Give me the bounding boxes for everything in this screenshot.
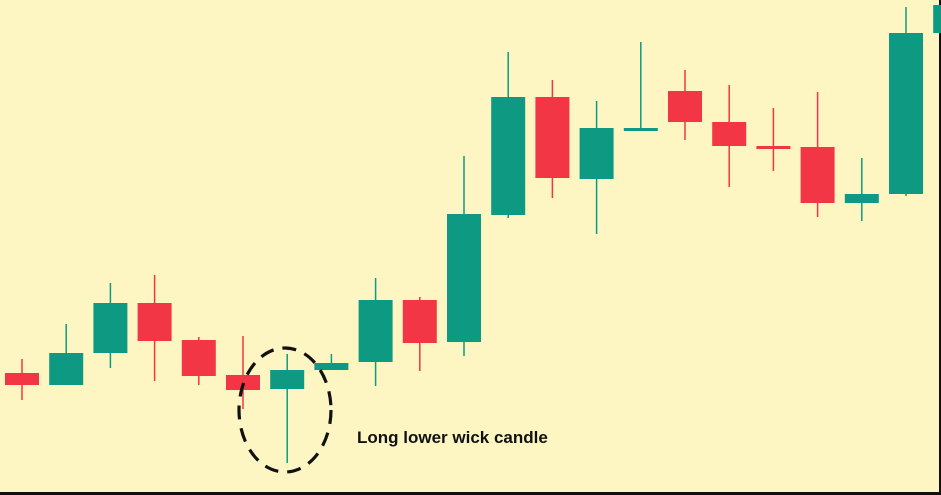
- candle: [226, 336, 260, 409]
- annotation-dashed-ellipse: [237, 346, 333, 474]
- annotation-label: Long lower wick candle: [357, 428, 548, 447]
- candle-body: [712, 122, 747, 146]
- candle-body: [535, 97, 570, 178]
- candle: [579, 101, 614, 234]
- candle: [623, 42, 658, 131]
- candle-body: [889, 33, 923, 194]
- candle: [49, 324, 84, 385]
- candle-body: [5, 373, 39, 385]
- candle: [270, 354, 305, 463]
- candle-body: [756, 146, 791, 149]
- candle-body: [137, 303, 172, 341]
- candle: [402, 297, 437, 371]
- candle-body: [491, 97, 526, 215]
- candle-body: [447, 214, 481, 342]
- candle: [358, 278, 393, 386]
- candle: [314, 354, 349, 370]
- candle: [535, 80, 570, 198]
- candle: [756, 108, 791, 171]
- candle-body: [314, 363, 349, 370]
- candle-body: [668, 91, 702, 122]
- candle-body: [226, 375, 260, 390]
- candle-body: [623, 128, 658, 131]
- candle-body: [181, 340, 216, 376]
- candle: [844, 158, 879, 221]
- candle: [889, 7, 923, 196]
- candle: [712, 85, 747, 187]
- candle-body: [49, 353, 84, 385]
- candle: [800, 92, 835, 217]
- candle: [5, 359, 39, 400]
- candle-body: [402, 300, 437, 343]
- candle: [447, 156, 481, 356]
- candle: [181, 337, 216, 385]
- candle: [933, 5, 941, 33]
- candle: [668, 70, 702, 140]
- candle-body: [844, 194, 879, 203]
- candle: [93, 283, 128, 368]
- candle-body: [579, 128, 614, 179]
- candle-body: [358, 300, 393, 362]
- candles-layer: [5, 5, 941, 463]
- candle-body: [800, 147, 835, 203]
- candle-body: [270, 370, 305, 389]
- candle-body: [933, 5, 941, 33]
- candle: [491, 52, 526, 218]
- candle-body: [93, 303, 128, 353]
- candle: [137, 275, 172, 381]
